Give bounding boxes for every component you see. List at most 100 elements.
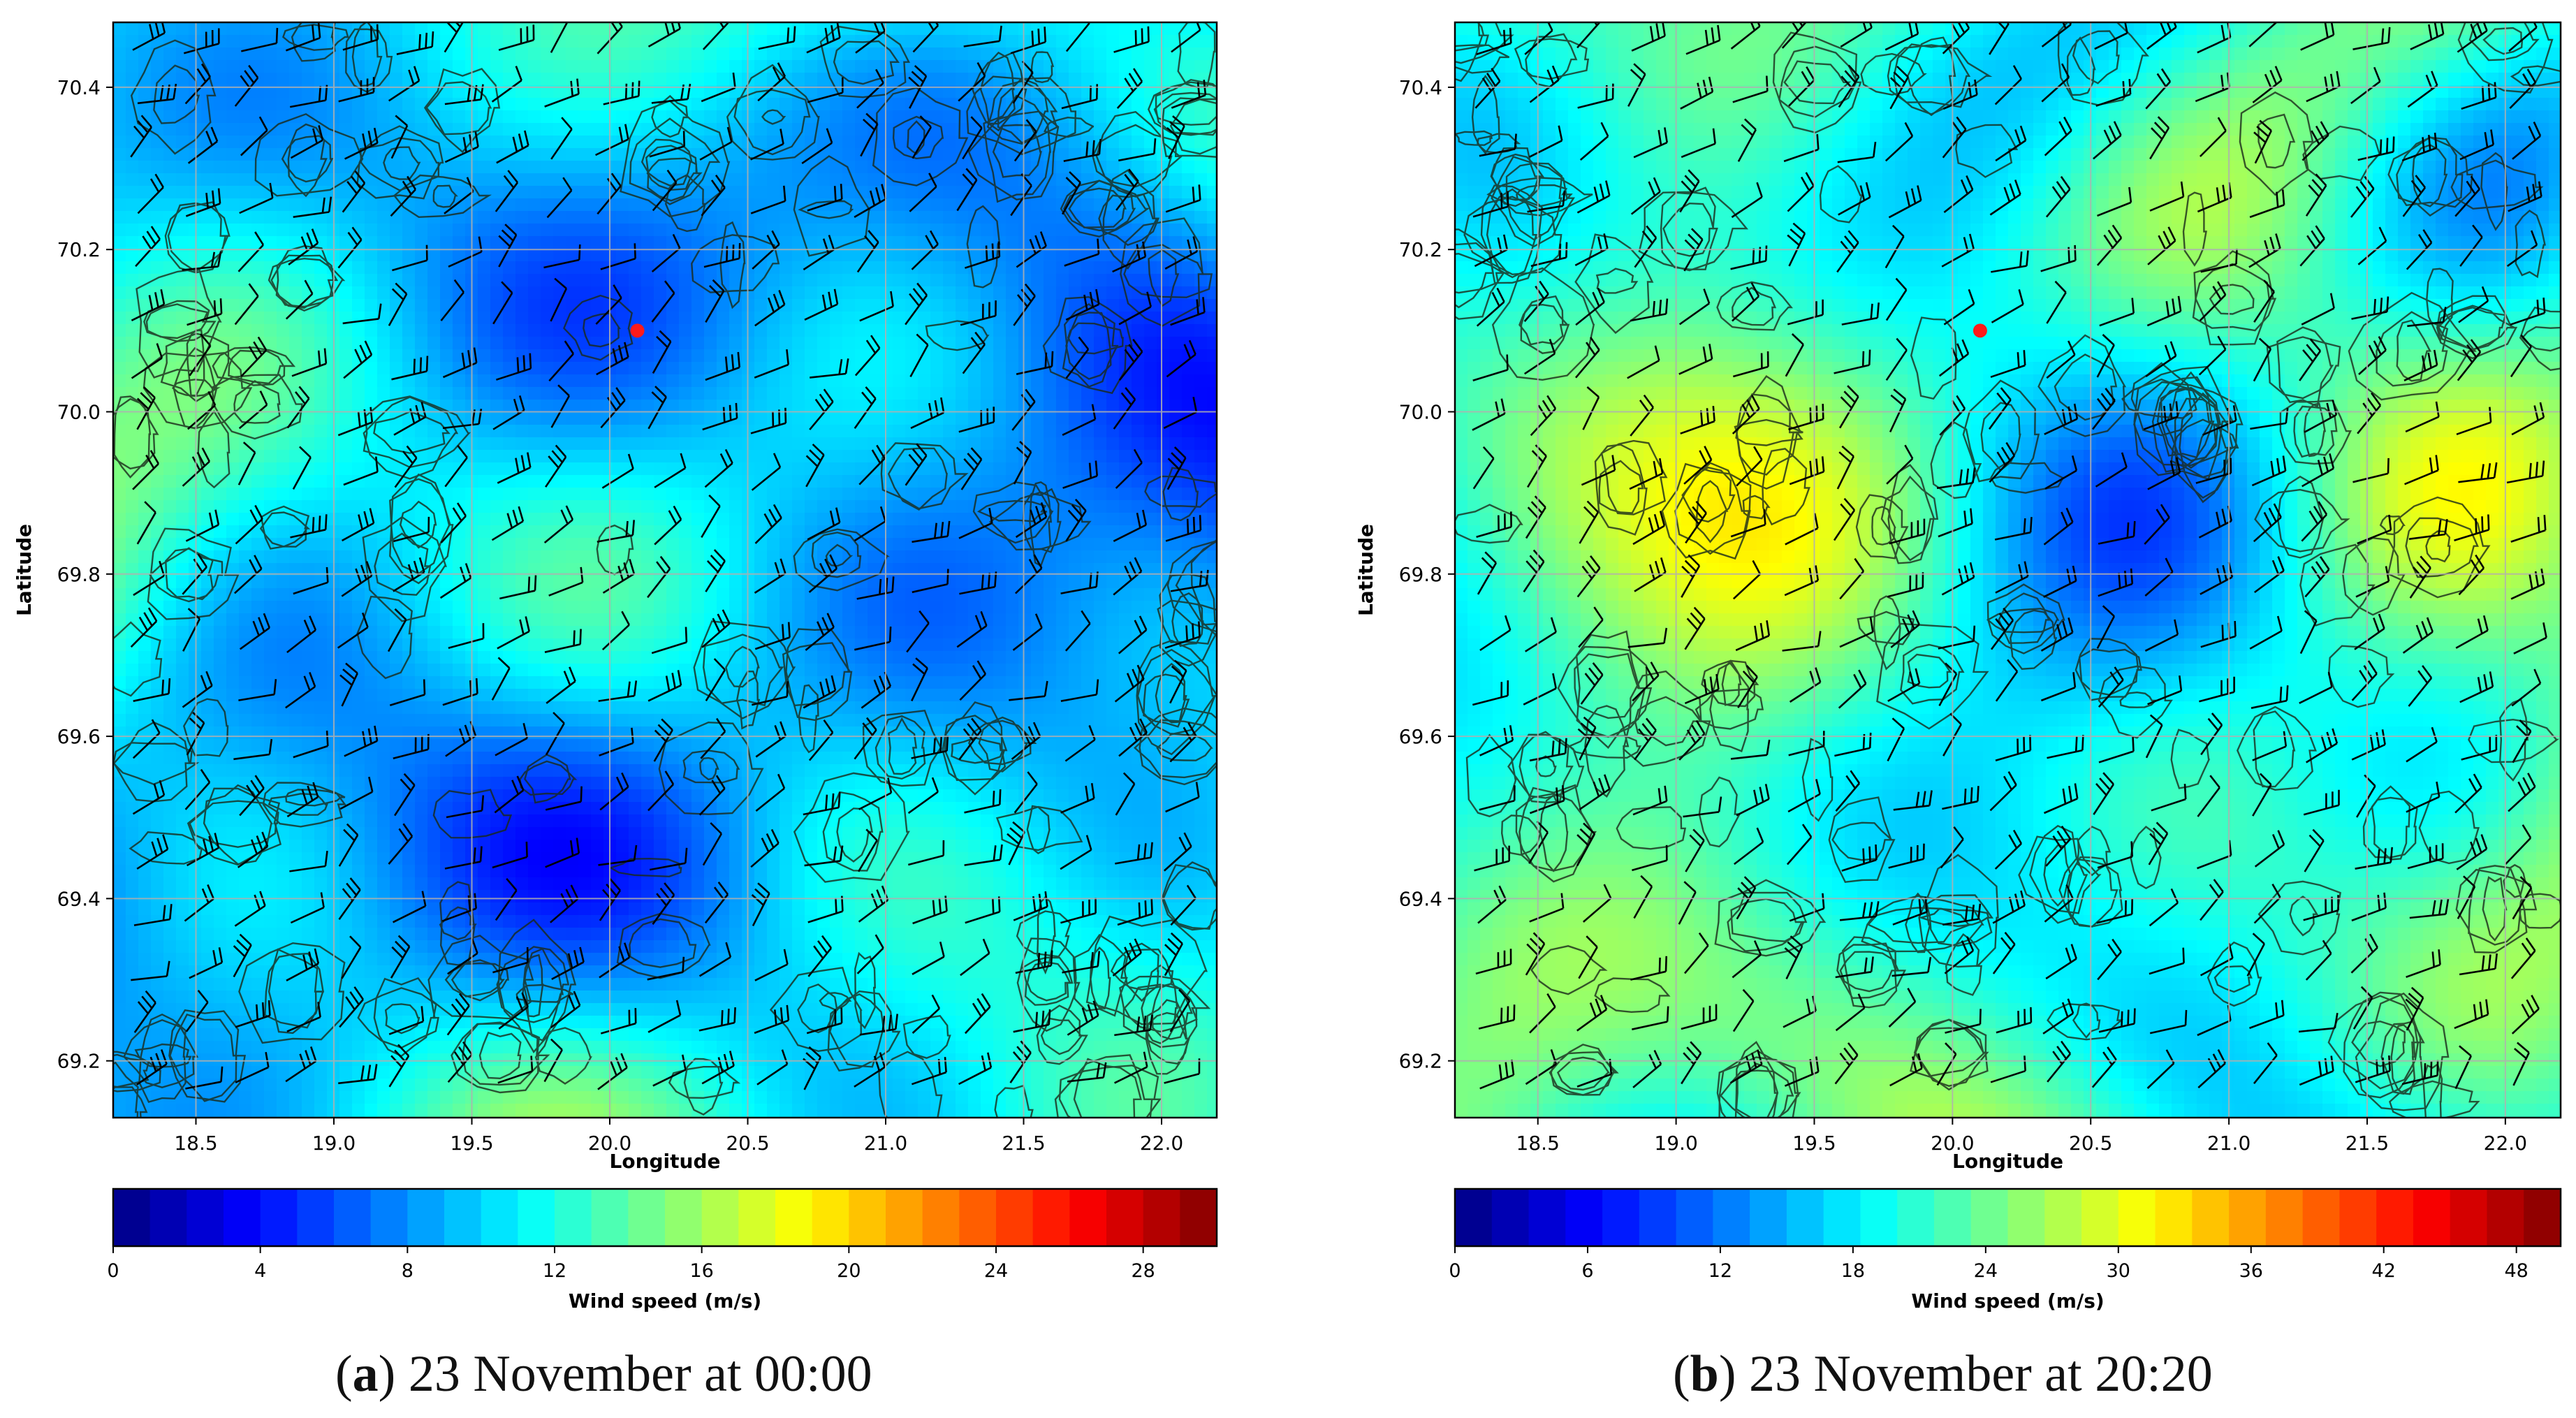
x-tick-label: 19.5 — [450, 1132, 493, 1155]
grid-lines — [1455, 22, 2561, 1118]
colorbar-segment — [591, 1189, 629, 1246]
colorbar-segment — [113, 1189, 151, 1246]
colorbar-segment — [2339, 1189, 2377, 1246]
colorbar-segment — [628, 1189, 666, 1246]
y-axis-label: Latitude — [13, 524, 36, 616]
colorbar-segment — [1180, 1189, 1217, 1246]
colorbar-segment — [1491, 1189, 1530, 1246]
x-tick-label: 20.5 — [2069, 1132, 2112, 1155]
y-tick-label: 70.0 — [1399, 401, 1442, 424]
plot-frame — [112, 21, 1218, 1119]
colorbar-segment — [1676, 1189, 1713, 1246]
colorbar-segment — [1528, 1189, 1566, 1246]
y-tick-label: 69.6 — [57, 725, 101, 748]
y-tick-label: 69.8 — [1399, 563, 1442, 586]
colorbar-tick-label: 0 — [107, 1260, 119, 1282]
x-axis-label: Longitude — [1952, 1150, 2063, 1173]
colorbar-tick-label: 48 — [2505, 1260, 2529, 1282]
x-tick-label: 21.5 — [2346, 1132, 2389, 1155]
colorbar-segment — [1602, 1189, 1640, 1246]
colorbar-segment — [370, 1189, 408, 1246]
colorbar-segment — [2229, 1189, 2267, 1246]
colorbar-segment — [407, 1189, 445, 1246]
colorbar-segment — [1565, 1189, 1603, 1246]
colorbar-tick-label: 18 — [1841, 1260, 1865, 1282]
caption-a-text: 23 November at 00:00 — [408, 1345, 872, 1403]
colorbar-tick-label: 24 — [984, 1260, 1008, 1282]
x-tick-label: 21.0 — [2207, 1132, 2251, 1155]
colorbar-segment — [701, 1189, 739, 1246]
colorbar-segment — [2413, 1189, 2451, 1246]
colorbar-segment — [1639, 1189, 1677, 1246]
colorbar-segment — [297, 1189, 335, 1246]
colorbar-segment — [149, 1189, 187, 1246]
colorbar-segment — [1143, 1189, 1180, 1246]
x-tick-label: 20.0 — [1931, 1132, 1974, 1155]
colorbar-frame — [112, 1187, 1218, 1248]
colorbar-tick-label: 42 — [2372, 1260, 2396, 1282]
y-tick-label: 70.4 — [1399, 76, 1442, 99]
wind-barbs — [130, 22, 1209, 1090]
colorbar-segment — [886, 1189, 923, 1246]
colorbar-tick-label: 24 — [1974, 1260, 1998, 1282]
colorbar-segment — [2044, 1189, 2082, 1246]
plot-frame — [1454, 21, 2562, 1119]
x-tick-label: 22.0 — [2484, 1132, 2527, 1155]
panel-a: 18.5 19.0 19.5 20.0 20.5 21.0 21.5 22.0 69.2 69.4… — [13, 21, 1218, 1313]
x-tick-label: 21.0 — [864, 1132, 907, 1155]
colorbar-segment — [812, 1189, 849, 1246]
y-tick-label: 70.0 — [57, 401, 101, 424]
colorbar-segment — [1823, 1189, 1861, 1246]
colorbar-segment — [518, 1189, 555, 1246]
location-marker — [630, 323, 645, 338]
colorbar-segment — [224, 1189, 261, 1246]
colorbar-segment — [334, 1189, 372, 1246]
y-tick-label: 69.4 — [1399, 887, 1442, 910]
colorbar-segment — [2081, 1189, 2119, 1246]
colorbar: 0 6 12 18 24 30 36 42 48 Wind speed (m/s) — [1449, 1187, 2562, 1313]
colorbar-segment — [1455, 1189, 1493, 1246]
colorbar-segment — [1933, 1189, 1972, 1246]
colorbar-frame — [1454, 1187, 2562, 1248]
wind-speed-field — [1455, 22, 2561, 1118]
x-tick-label: 22.0 — [1140, 1132, 1183, 1155]
x-tick-label: 18.5 — [174, 1132, 217, 1155]
x-axis-label: Longitude — [609, 1150, 720, 1173]
colorbar-tick-label: 12 — [543, 1260, 566, 1282]
y-tick-label: 70.4 — [57, 76, 101, 99]
x-tick-label: 18.5 — [1516, 1132, 1560, 1155]
colorbar-tick-label: 4 — [254, 1260, 266, 1282]
colorbar-segment — [1860, 1189, 1898, 1246]
colorbar-segment — [186, 1189, 224, 1246]
x-tick-label: 21.5 — [1002, 1132, 1045, 1155]
colorbar-label: Wind speed (m/s) — [1911, 1289, 2104, 1313]
colorbar-tick-label: 20 — [837, 1260, 861, 1282]
colorbar-tick-label: 12 — [1708, 1260, 1732, 1282]
y-tick-label: 69.2 — [57, 1050, 101, 1073]
y-tick-label: 69.4 — [57, 887, 101, 910]
colorbar-segment — [2118, 1189, 2156, 1246]
colorbar-segment — [2487, 1189, 2524, 1246]
y-tick-label: 70.2 — [57, 238, 101, 261]
colorbar-segment — [1069, 1189, 1107, 1246]
colorbar-segment — [2265, 1189, 2304, 1246]
panel-b: 18.5 19.0 19.5 20.0 20.5 21.0 21.5 22.0 69.2 69.4… — [1354, 21, 2562, 1313]
colorbar-segment — [922, 1189, 960, 1246]
y-tick-label: 69.8 — [57, 563, 101, 586]
y-tick-label: 69.2 — [1399, 1050, 1442, 1073]
colorbar-segment — [665, 1189, 703, 1246]
colorbar-segment — [1032, 1189, 1070, 1246]
x-tick-label: 19.5 — [1792, 1132, 1836, 1155]
colorbar-segment — [849, 1189, 886, 1246]
colorbar-tick-label: 6 — [1581, 1260, 1593, 1282]
y-tick-label: 69.6 — [1399, 725, 1442, 748]
y-axis-label: Latitude — [1354, 524, 1377, 616]
caption-b-text: 23 November at 20:20 — [1748, 1345, 2213, 1403]
caption-a: (a) 23 November at 00:00 — [335, 1345, 872, 1403]
colorbar-segment — [1106, 1189, 1144, 1246]
colorbar-segment — [2302, 1189, 2340, 1246]
colorbar-tick-label: 36 — [2239, 1260, 2263, 1282]
colorbar-segment — [2155, 1189, 2193, 1246]
colorbar-tick-label: 0 — [1449, 1260, 1461, 1282]
colorbar-segment — [1786, 1189, 1824, 1246]
